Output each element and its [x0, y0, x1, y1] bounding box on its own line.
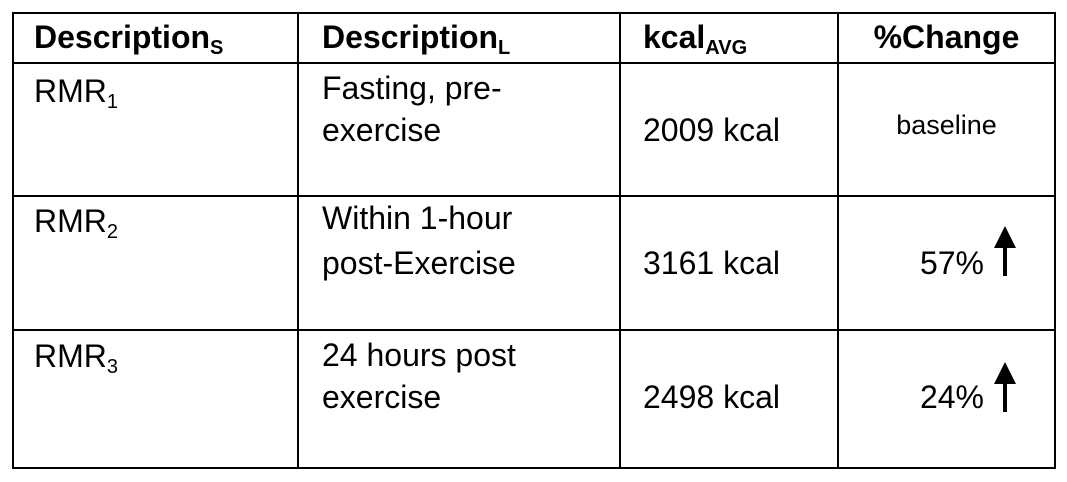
text: 3	[106, 356, 118, 378]
border	[619, 12, 621, 469]
kcal: 2009 kcal	[643, 112, 780, 148]
text: RMR	[34, 73, 107, 109]
border	[12, 467, 1056, 469]
text: RMR	[34, 338, 107, 374]
change: 57%	[919, 245, 984, 281]
header-cell: %Change	[873, 19, 1020, 55]
border	[12, 12, 1056, 14]
border	[1054, 12, 1056, 469]
border	[12, 12, 14, 469]
text: AVG	[705, 37, 748, 59]
border	[12, 195, 1056, 197]
text: Description	[34, 19, 211, 55]
text: RMR	[34, 203, 107, 239]
row-label: RMR1	[34, 70, 118, 112]
description: Fasting, pre-	[322, 70, 502, 106]
description: exercise	[322, 112, 442, 148]
up-arrow	[994, 362, 1016, 412]
row-label: RMR2	[34, 200, 118, 242]
kcal: 2498 kcal	[643, 379, 780, 415]
header-cell: kcalAVG	[643, 16, 747, 58]
text: S	[210, 37, 224, 59]
description: Within 1-hour	[322, 200, 513, 236]
description: exercise	[322, 379, 442, 415]
change: baseline	[896, 110, 997, 140]
description: 24 hours post	[322, 337, 516, 373]
text: Description	[322, 19, 499, 55]
kcal: 3161 kcal	[643, 245, 780, 281]
row-label: RMR3	[34, 335, 118, 377]
border	[12, 329, 1056, 331]
description: post-Exercise	[322, 245, 516, 281]
text: 1	[106, 91, 118, 113]
text: L	[498, 37, 511, 59]
text: kcal	[643, 19, 706, 55]
header-cell: DescriptionL	[322, 16, 510, 58]
up-arrow	[994, 226, 1016, 276]
border	[837, 12, 839, 469]
border	[12, 62, 1056, 64]
header-cell: DescriptionS	[34, 16, 223, 58]
change: 24%	[919, 379, 984, 415]
text: 2	[106, 221, 118, 243]
border	[297, 12, 299, 469]
